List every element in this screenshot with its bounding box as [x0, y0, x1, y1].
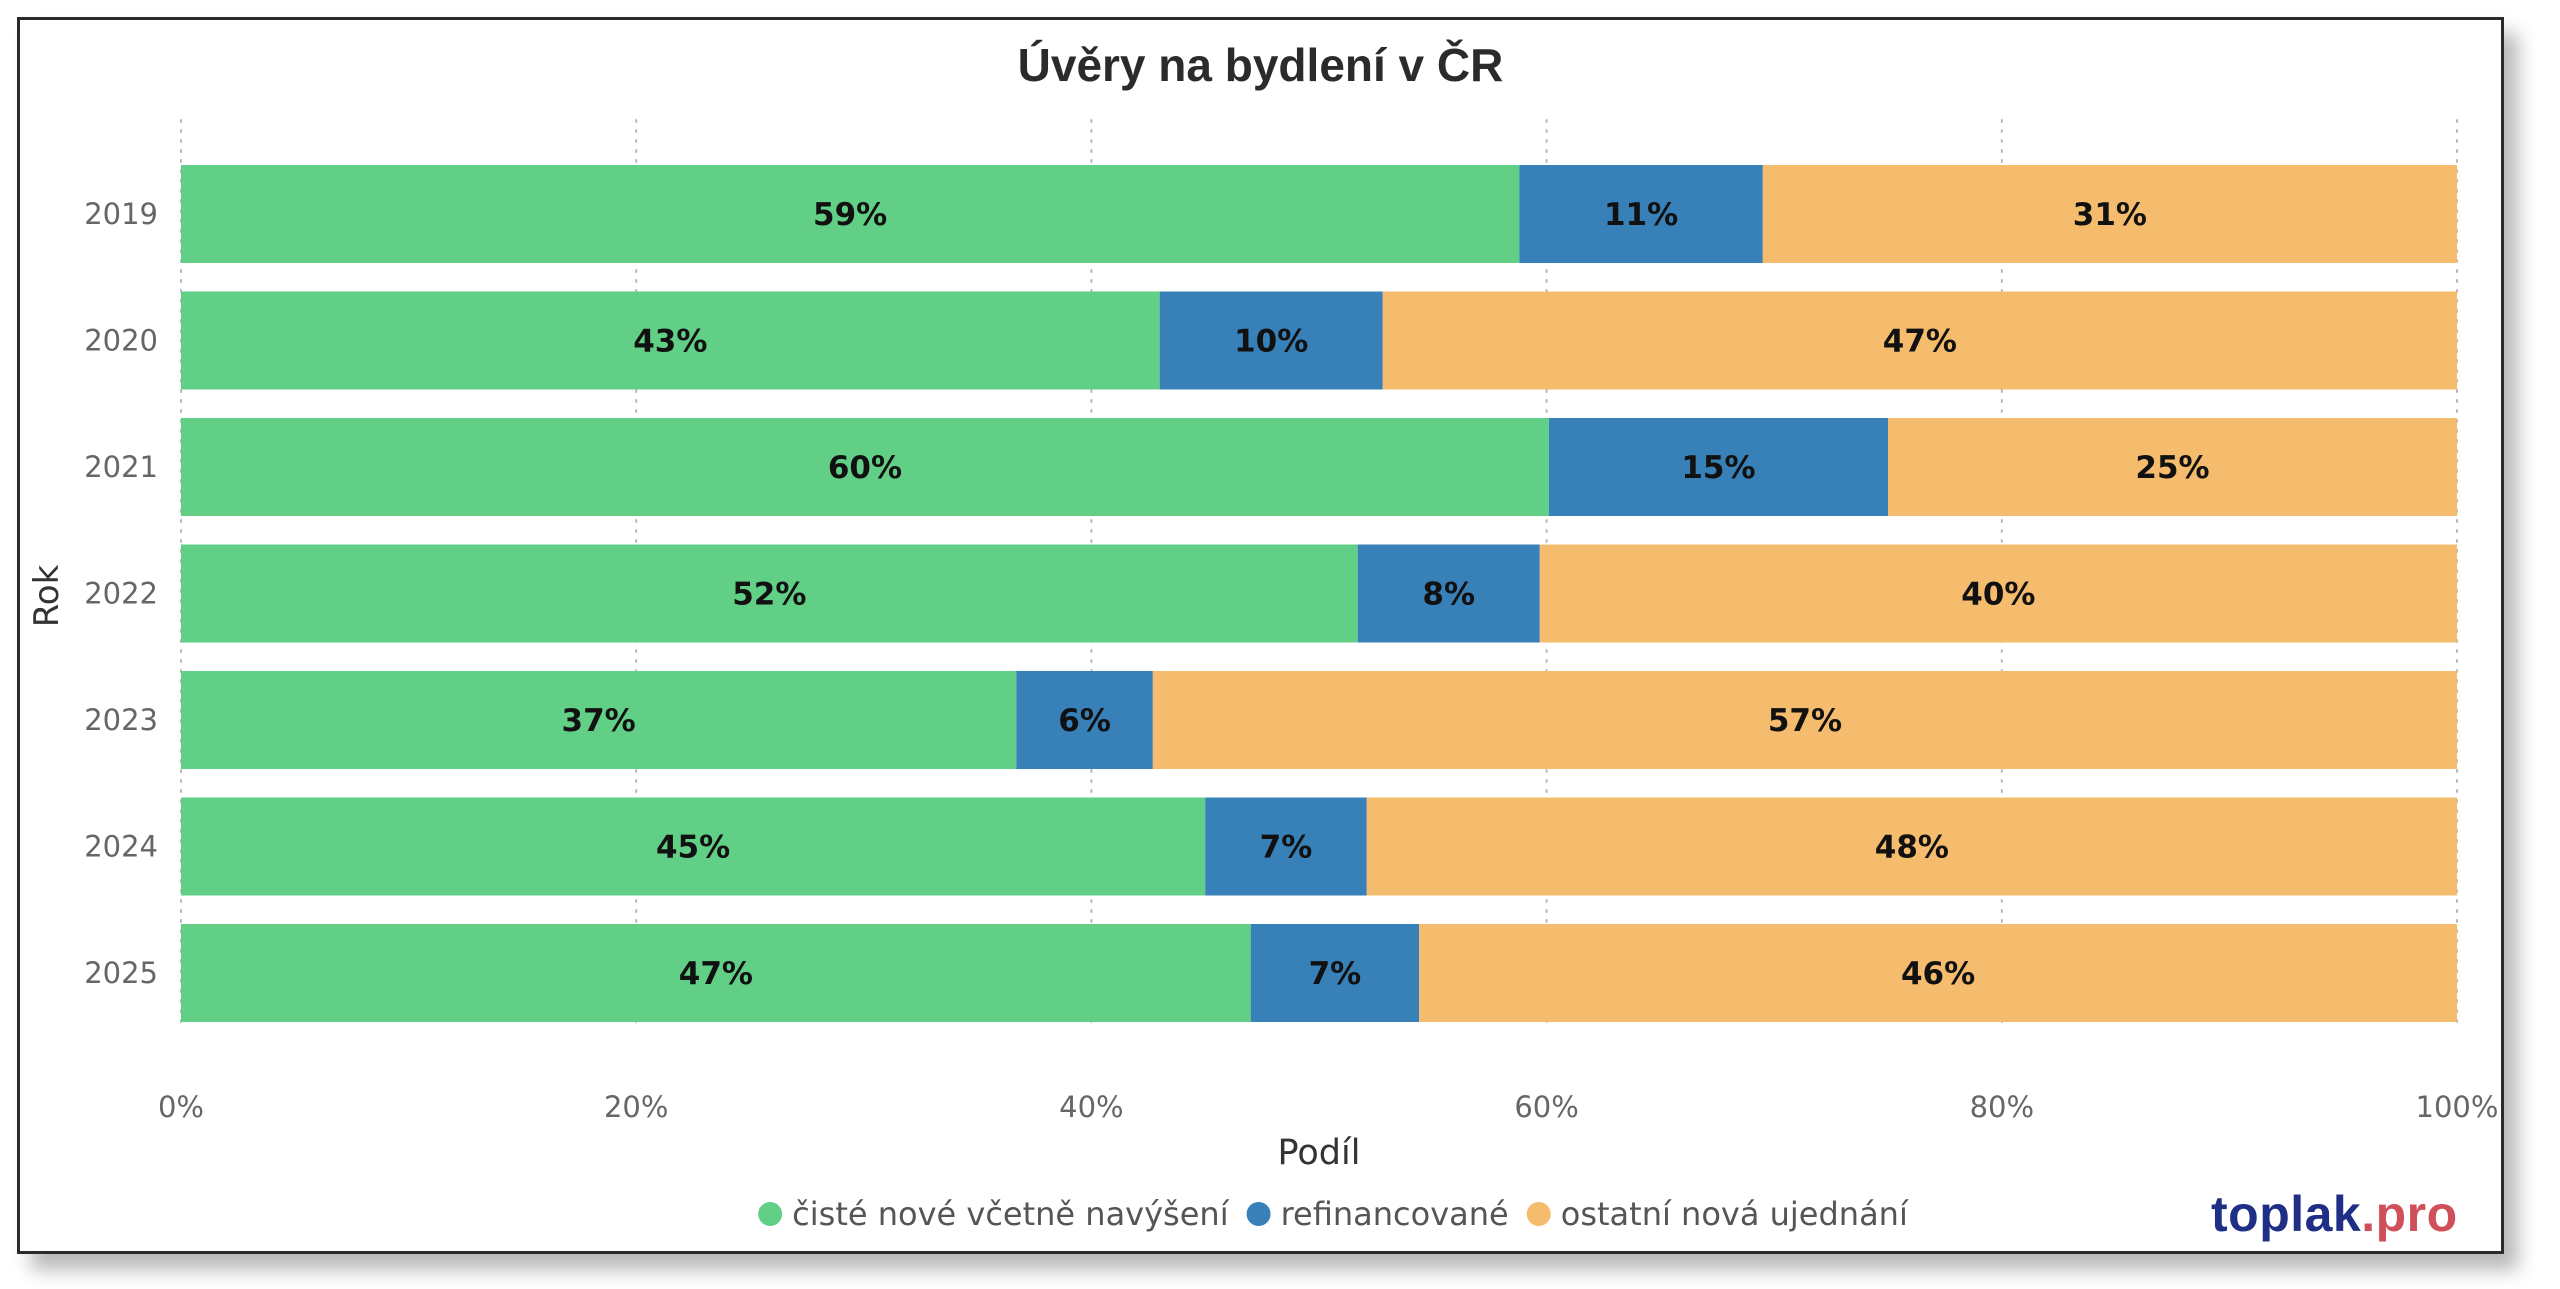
- data-label: 40%: [1961, 577, 2035, 613]
- x-tick-label: 40%: [1059, 1090, 1123, 1124]
- y-tick-label: 2025: [84, 956, 158, 990]
- bar-segment: [1357, 544, 1540, 643]
- data-label: 25%: [2135, 450, 2209, 486]
- x-tick-label: 20%: [604, 1090, 668, 1124]
- legend-label: čisté nové včetně navýšení: [792, 1195, 1230, 1233]
- brand-text-suffix: .pro: [2361, 1186, 2458, 1242]
- data-label: 47%: [679, 956, 753, 992]
- bar-segment: [1159, 291, 1383, 390]
- bar-segment: [1762, 165, 2457, 263]
- data-label: 7%: [1309, 956, 1362, 992]
- y-tick-label: 2022: [84, 577, 158, 611]
- bar-segment: [1152, 671, 2457, 769]
- data-label: 59%: [813, 197, 887, 233]
- legend-label: ostatní nová ujednání: [1561, 1195, 1909, 1233]
- chart-title: Úvěry na bydlení v ČR: [1017, 39, 1504, 91]
- bar-segment: [1366, 797, 2457, 896]
- legend-item: refinancované: [1246, 1195, 1509, 1233]
- bar-segment: [181, 165, 1520, 263]
- y-tick-label: 2020: [84, 324, 158, 358]
- data-label: 10%: [1234, 324, 1308, 360]
- grid-lines: [180, 119, 2458, 1031]
- brand-logo[interactable]: toplak.pro: [2211, 1185, 2458, 1243]
- x-tick-label: 0%: [158, 1090, 204, 1124]
- brand-text-main: toplak: [2211, 1186, 2362, 1242]
- x-axis-title: Podíl: [1278, 1133, 1361, 1173]
- data-label: 37%: [562, 703, 636, 739]
- bar-segment: [1419, 924, 2457, 1022]
- bar-segment: [1539, 544, 2457, 643]
- data-label: 46%: [1901, 956, 1975, 992]
- y-tick-label: 2021: [84, 450, 158, 484]
- legend-item: čisté nové včetně navýšení: [758, 1195, 1230, 1233]
- bar-segment: [181, 418, 1549, 516]
- legend-marker: [1526, 1202, 1551, 1226]
- data-label: 57%: [1768, 703, 1842, 739]
- bar-segment: [1548, 418, 1888, 516]
- x-tick-label: 100%: [2416, 1090, 2499, 1124]
- legend-marker: [1246, 1202, 1271, 1226]
- axes-layer: 0% 20% 40% 60% 80% 100% 2019 2020 2021 2022 2023 20…: [27, 197, 2498, 1173]
- data-label: 47%: [1883, 324, 1957, 360]
- bar-segment: [181, 924, 1251, 1022]
- data-label: 31%: [2073, 197, 2147, 233]
- bar-segment: [181, 671, 1017, 769]
- bar-segment: [181, 291, 1160, 390]
- data-label: 11%: [1604, 197, 1678, 233]
- data-label: 52%: [732, 577, 806, 613]
- data-label: 45%: [656, 830, 730, 866]
- x-tick-label: 80%: [1970, 1090, 2034, 1124]
- x-tick-label: 60%: [1514, 1090, 1578, 1124]
- bar-segment: [181, 544, 1358, 643]
- data-label: 7%: [1260, 830, 1313, 866]
- bars-layer: 59% 11% 31% 43% 10% 47% 60% 15% 25% 52% 8% 40% 37% 6%…: [181, 165, 2457, 1022]
- data-label: 48%: [1875, 830, 1949, 866]
- data-label: 43%: [633, 324, 707, 360]
- bar-segment: [181, 797, 1206, 896]
- bar-segment: [1888, 418, 2457, 516]
- legend-marker: [758, 1202, 783, 1226]
- y-tick-label: 2024: [84, 830, 158, 864]
- y-tick-label: 2019: [84, 197, 158, 231]
- bar-segment: [1205, 797, 1367, 896]
- y-axis-title: Rok: [27, 564, 67, 627]
- data-label: 6%: [1058, 703, 1111, 739]
- legend: čisté nové včetně navýšení refinancované o…: [758, 1195, 1909, 1233]
- bar-segment: [1382, 291, 2457, 390]
- bar-segment: [1016, 671, 1153, 769]
- data-label: 60%: [828, 450, 902, 486]
- data-label: 8%: [1422, 577, 1475, 613]
- y-tick-label: 2023: [84, 703, 158, 737]
- legend-item: ostatní nová ujednání: [1526, 1195, 1909, 1233]
- legend-label: refinancované: [1281, 1195, 1509, 1233]
- bar-segment: [1519, 165, 1763, 263]
- bar-segment: [1250, 924, 1420, 1022]
- data-label: 15%: [1681, 450, 1755, 486]
